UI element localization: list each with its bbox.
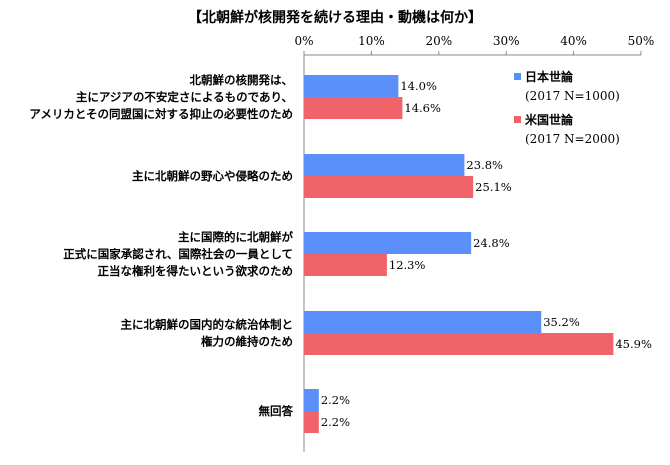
x-tick-label: 20%: [425, 34, 452, 48]
category-label: 主に北朝鮮の野心や侵略のため: [132, 169, 293, 183]
x-tick-label: 50%: [628, 34, 655, 48]
data-label: 23.8%: [466, 158, 503, 172]
legend-swatch: [514, 116, 521, 123]
data-label: 14.0%: [400, 79, 437, 93]
category-label: アメリカとその同盟国に対する抑止の必要性のため: [29, 107, 293, 121]
bar: [304, 389, 319, 411]
bar: [304, 154, 465, 176]
x-tick-label: 40%: [560, 34, 587, 48]
data-label: 24.8%: [473, 236, 510, 250]
category-label: 主にアジアの不安定さによるものであり、: [76, 90, 293, 104]
bar: [304, 411, 319, 433]
category-label: 無回答: [259, 404, 294, 418]
data-label: 14.6%: [404, 101, 441, 115]
x-axis: 0% 10% 20% 30% 40% 50%: [294, 34, 654, 452]
data-label: 2.2%: [321, 415, 350, 429]
bar: [304, 75, 399, 97]
category-label: 主に北朝鮮の国内的な統治体制と: [121, 318, 294, 332]
data-label: 25.1%: [475, 180, 512, 194]
data-label: 12.3%: [389, 258, 426, 272]
category-label: 北朝鮮の核開発は、: [190, 73, 294, 87]
category-label: 正式に国家承認され、国際社会の一員として: [63, 247, 293, 261]
data-label: 35.2%: [543, 315, 580, 329]
x-tick-label: 30%: [493, 34, 520, 48]
category-label: 正当な権利を得たいという欲求のため: [98, 264, 294, 278]
category-label: 主に国際的に北朝鮮が: [178, 230, 293, 244]
category-label: 権力の維持のため: [201, 335, 293, 349]
legend: 日本世論 (2017 N=1000) 米国世論 (2017 N=2000): [514, 69, 620, 146]
bar: [304, 232, 472, 254]
bar: [304, 176, 474, 198]
x-tick-label: 0%: [294, 34, 313, 48]
legend-label: 日本世論: [525, 69, 574, 84]
chart-title: 【北朝鮮が核開発を続ける理由・動機は何か】: [188, 9, 482, 26]
bar: [304, 254, 387, 276]
data-label: 45.9%: [615, 337, 652, 351]
bar: [304, 311, 542, 333]
legend-sublabel: (2017 N=2000): [525, 132, 620, 146]
bar: [304, 333, 614, 355]
category-labels: 北朝鮮の核開発は、主にアジアの不安定さによるものであり、アメリカとその同盟国に対…: [29, 73, 293, 418]
data-label: 2.2%: [321, 393, 350, 407]
x-tick-label: 10%: [358, 34, 385, 48]
legend-swatch: [514, 73, 521, 80]
bar: [304, 97, 403, 119]
legend-sublabel: (2017 N=1000): [525, 89, 620, 103]
legend-label: 米国世論: [525, 112, 574, 127]
bars: 14.0% 23.8% 24.8% 35.2% 2.2% 14.6% 25.1% 12.3% 4…: [304, 75, 652, 433]
